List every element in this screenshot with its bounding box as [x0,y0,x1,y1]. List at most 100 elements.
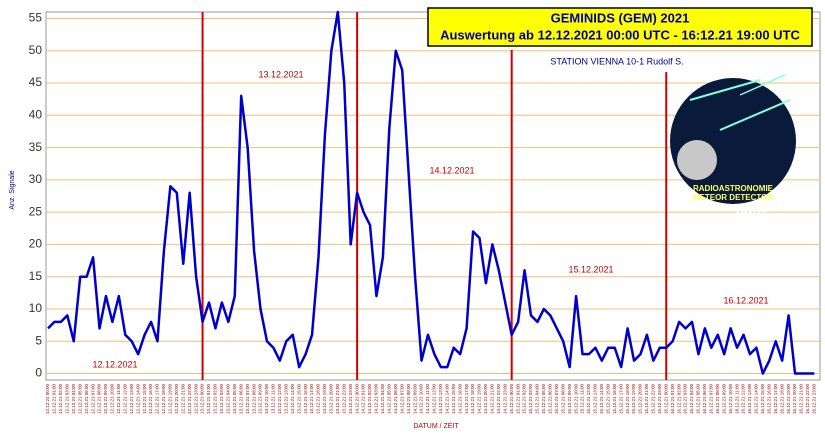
x-tick-label: 14.12.21 15:00 [451,384,456,415]
x-tick-label: 13.12.21 15:00 [296,384,301,415]
x-tick-label: 16.12.21 21:00 [799,384,804,415]
y-tick-label: 0 [35,366,42,380]
x-tick-label: 14.12.21 02:00 [367,384,372,415]
x-tick-label: 12.12.21 10:00 [110,384,115,415]
x-tick-label: 14.12.21 05:00 [387,384,392,415]
x-tick-label: 15.12.21 00:00 [509,384,514,415]
date-annotation: 16.12.2021 [723,295,768,305]
x-tick-label: 15.12.21 14:00 [599,384,604,415]
x-tick-label: 12.12.21 13:00 [129,384,134,415]
plot-area [45,11,821,381]
x-tick-label: 13.12.21 12:00 [277,384,282,415]
chart-title: GEMINIDS (GEM) 2021 [551,10,690,25]
logo: RADIOASTRONOMIE METEOR DETECTOR SDR# [670,74,796,217]
x-tick-label: 13.12.21 03:00 [219,384,224,415]
x-tick-label: 13.12.21 04:00 [226,384,231,415]
x-tick-label: 14.12.21 13:00 [438,384,443,415]
x-tick-label: 14.12.21 16:00 [457,384,462,415]
x-tick-label: 15.12.21 15:00 [605,384,610,415]
x-tick-label: 15.12.21 05:00 [541,384,546,415]
x-tick-label: 13.12.21 11:00 [271,384,276,414]
x-tick-label: 13.12.21 06:00 [238,384,243,415]
x-tick-label: 16.12.21 05:00 [696,384,701,415]
x-tick-label: 12.12.21 12:00 [122,384,127,415]
x-tick-label: 16.12.21 10:00 [728,384,733,415]
x-tick-label: 15.12.21 13:00 [593,384,598,415]
x-tick-label: 15.12.21 18:00 [625,384,630,415]
data-line [47,10,815,375]
x-tick-label: 12.12.21 03:00 [65,384,70,415]
x-tick-label: 16.12.21 04:00 [689,384,694,415]
y-axis-label: Anz. Signale [9,170,16,209]
x-tick-label: 15.12.21 03:00 [528,384,533,415]
x-tick-label: 13.12.21 22:00 [341,384,346,415]
x-tick-label: 16.12.21 20:00 [792,384,797,415]
x-tick-label: 15.12.21 11:00 [580,384,585,414]
x-tick-label: 14.12.21 23:00 [502,384,507,415]
x-tick-label: 13.12.21 16:00 [303,384,308,415]
x-tick-label: 14.12.21 11:00 [425,384,430,414]
x-tick-label: 13.12.21 17:00 [309,384,314,415]
x-tick-label: 12.12.21 11:00 [116,384,121,414]
x-tick-label: 12.12.21 21:00 [180,384,185,415]
x-tick-label: 12.12.21 09:00 [103,384,108,415]
x-tick-label: 16.12.21 06:00 [702,384,707,415]
x-tick-label: 16.12.21 01:00 [670,384,675,415]
logo-text: RADIOASTRONOMIE [693,184,774,193]
x-tick-label: 15.12.21 07:00 [554,384,559,415]
date-annotation: 14.12.2021 [429,165,474,175]
x-tick-label: 14.12.21 18:00 [470,384,475,415]
date-annotation: 15.12.2021 [568,264,613,274]
x-tick-label: 12.12.21 07:00 [90,384,95,415]
x-tick-label: 16.12.21 11:00 [734,384,739,414]
x-tick-label: 12.12.21 18:00 [161,384,166,415]
x-tick-label: 15.12.21 19:00 [631,384,636,415]
x-tick-label: 13.12.21 09:00 [258,384,263,415]
x-tick-label: 14.12.21 19:00 [477,384,482,415]
x-tick-label: 12.12.21 02:00 [58,384,63,415]
x-tick-label: 14.12.21 03:00 [374,384,379,415]
x-tick-label: 13.12.21 14:00 [290,384,295,415]
x-tick-label: 13.12.21 05:00 [232,384,237,415]
x-tick-label: 16.12.21 17:00 [773,384,778,415]
x-tick-label: 12.12.21 00:00 [45,384,50,415]
x-tick-label: 14.12.21 04:00 [380,384,385,415]
x-tick-label: 16.12.21 03:00 [683,384,688,415]
x-tick-label: 15.12.21 22:00 [651,384,656,415]
x-tick-label: 15.12.21 17:00 [618,384,623,415]
x-tick-label: 13.12.21 21:00 [335,384,340,415]
title-box [427,7,813,47]
x-tick-label: 15.12.21 09:00 [567,384,572,415]
x-tick-label: 13.12.21 13:00 [283,384,288,415]
y-tick-label: 35 [29,140,43,154]
y-tick-label: 30 [29,172,43,186]
y-tick-label: 45 [29,75,43,89]
x-tick-label: 12.12.21 01:00 [52,384,57,415]
date-annotation: 13.12.2021 [258,69,303,79]
x-tick-label: 13.12.21 10:00 [264,384,269,415]
x-tick-label: 16.12.21 08:00 [715,384,720,415]
x-tick-label: 14.12.21 22:00 [496,384,501,415]
y-tick-label: 20 [29,237,43,251]
x-tick-label: 13.12.21 02:00 [213,384,218,415]
x-tick-label: 14.12.21 21:00 [490,384,495,415]
x-tick-label: 16.12.21 22:00 [805,384,810,415]
x-tick-label: 12.12.21 06:00 [84,384,89,415]
y-tick-label: 5 [35,333,42,347]
x-tick-label: 12.12.21 04:00 [71,384,76,415]
x-tick-label: 14.12.21 07:00 [399,384,404,415]
x-tick-label: 15.12.21 21:00 [644,384,649,415]
y-tick-label: 50 [29,43,43,57]
x-tick-label: 13.12.21 08:00 [251,384,256,415]
x-tick-label: 12.12.21 16:00 [148,384,153,415]
x-tick-label: 12.12.21 15:00 [142,384,147,415]
x-tick-label: 16.12.21 00:00 [663,384,668,415]
x-tick-label: 16.12.21 02:00 [676,384,681,415]
x-tick-label: 15.12.21 12:00 [586,384,591,415]
x-tick-label: 14.12.21 09:00 [412,384,417,415]
x-tick-label: 16.12.21 13:00 [747,384,752,415]
x-tick-label: 14.12.21 08:00 [406,384,411,415]
y-tick-label: 15 [29,269,43,283]
x-tick-label: 12.12.21 14:00 [135,384,140,415]
x-tick-label: 12.12.21 05:00 [77,384,82,415]
